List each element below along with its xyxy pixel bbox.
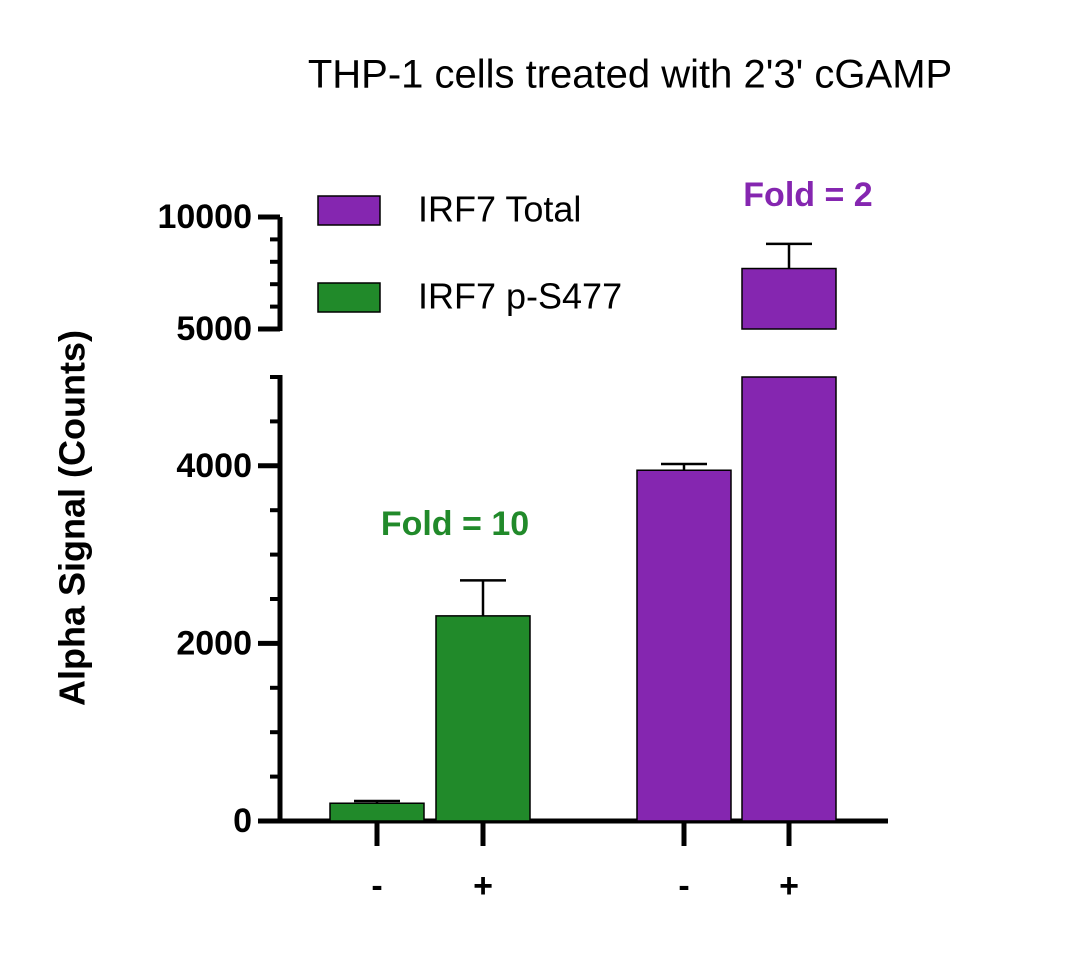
y-tick-label: 2000 xyxy=(176,624,252,662)
x-tick-label: - xyxy=(371,867,382,905)
bar xyxy=(329,802,425,822)
annotation: Fold = 2 xyxy=(743,176,872,214)
annotation: Fold = 10 xyxy=(381,505,529,543)
legend-label: IRF7 p-S477 xyxy=(418,276,622,317)
x-tick-label: - xyxy=(678,867,689,905)
legend-swatch xyxy=(317,195,381,226)
legend-swatch xyxy=(317,282,381,313)
y-tick-label: 5000 xyxy=(176,310,252,348)
x-tick-label: + xyxy=(779,867,799,905)
y-tick-label: 4000 xyxy=(176,447,252,485)
y-tick-label: 10000 xyxy=(157,198,252,236)
y-tick-label: 0 xyxy=(233,802,252,840)
bar xyxy=(741,267,837,330)
bar xyxy=(636,469,732,822)
legend-label: IRF7 Total xyxy=(418,189,581,230)
y-axis-label: Alpha Signal (Counts) xyxy=(52,330,93,706)
chart-title: THP-1 cells treated with 2'3' cGAMP xyxy=(308,53,952,97)
x-tick-label: + xyxy=(473,867,493,905)
bar xyxy=(435,615,531,822)
bar xyxy=(741,376,837,822)
